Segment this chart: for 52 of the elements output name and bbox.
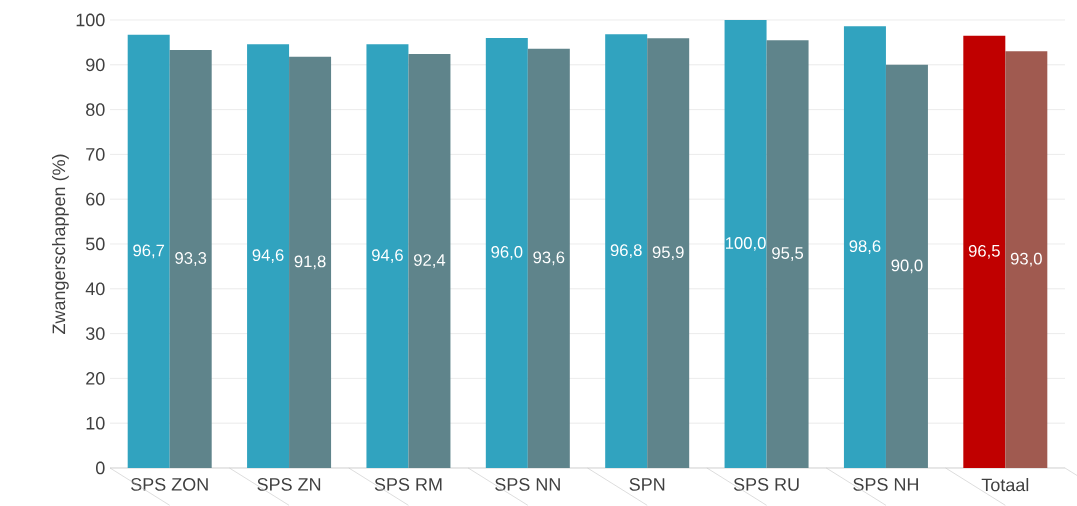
bar [127, 34, 170, 468]
y-tick-label: 80 [86, 103, 105, 116]
bar [485, 37, 528, 468]
x-tick-label: SPS ZON [131, 478, 208, 491]
y-tick-label: 0 [96, 461, 105, 475]
y-tick-label: 100 [76, 13, 105, 27]
data-label: 92,4 [414, 254, 446, 268]
y-tick-label: 50 [85, 237, 105, 251]
x-tick-label: SPS RM [374, 478, 442, 491]
bar [1005, 51, 1048, 468]
x-tick-label: SPS RU [733, 478, 799, 491]
y-tick-label: 20 [86, 372, 105, 385]
bar [366, 44, 409, 468]
y-tick-label: 70 [86, 148, 105, 161]
x-tick-label: Totaal [981, 478, 1029, 492]
bar [963, 35, 1006, 468]
bar [169, 50, 212, 468]
y-tick-label: 10 [86, 416, 105, 430]
data-label: 93,0 [1010, 252, 1042, 267]
x-tick-label: SPS NN [495, 478, 560, 491]
data-label: 98,6 [849, 240, 881, 255]
y-tick-label: 40 [85, 282, 105, 296]
y-tick-label: 30 [85, 327, 105, 340]
data-label: 95,5 [772, 247, 804, 261]
data-label: 96,0 [491, 246, 523, 260]
data-label: 91,8 [294, 255, 326, 270]
y-axis-title: Zwangerschappen (%) [52, 154, 69, 334]
data-label: 90,0 [891, 259, 923, 274]
bar [289, 56, 332, 468]
bar [527, 48, 570, 468]
bar [408, 54, 451, 468]
data-label: 96,8 [610, 244, 642, 259]
data-label: 100,0 [725, 237, 766, 251]
bar [247, 44, 290, 468]
bar [843, 26, 886, 468]
x-tick-label: SPS NH [853, 478, 918, 491]
bar [885, 64, 928, 468]
data-label: 95,9 [652, 246, 684, 261]
bar [647, 38, 690, 468]
x-tick-label: SPS ZN [257, 478, 321, 491]
bar [605, 34, 648, 468]
data-label: 94,6 [252, 249, 284, 263]
bar [766, 40, 809, 468]
bar [724, 19, 767, 468]
y-tick-label: 90 [86, 58, 105, 72]
data-label: 93,6 [533, 251, 565, 266]
data-label: 96,7 [133, 244, 165, 259]
data-label: 94,6 [372, 249, 403, 263]
y-tick-label: 60 [86, 192, 105, 206]
x-tick-label: SPN [629, 478, 665, 491]
data-label: 96,5 [968, 244, 1000, 259]
data-label: 93,3 [175, 252, 207, 266]
